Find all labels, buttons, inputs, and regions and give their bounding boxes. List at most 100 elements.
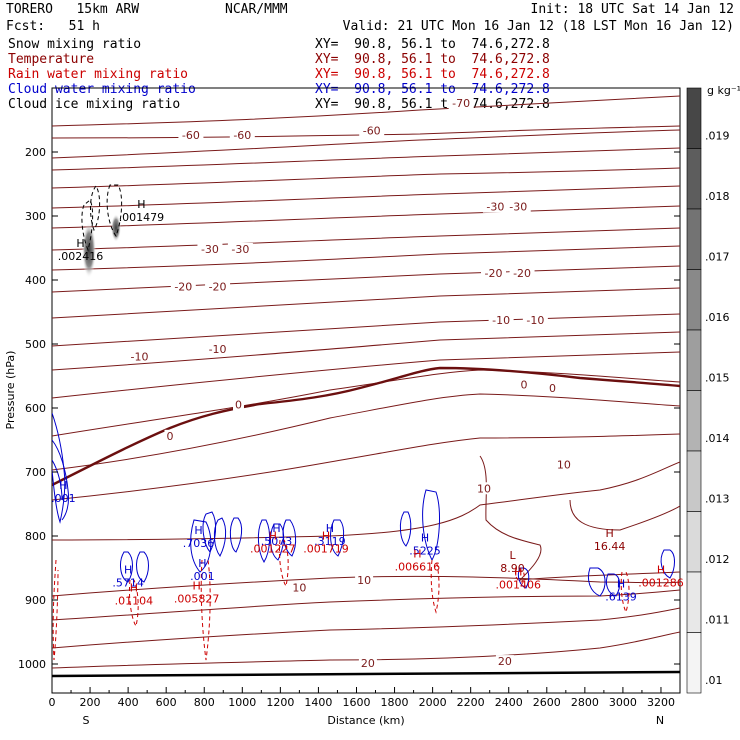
cloud-water-contours (52, 412, 675, 597)
temperature-label-bg (481, 267, 507, 280)
colorbar-tick-label: .013 (705, 492, 730, 505)
temperature-label-bg (358, 657, 377, 669)
isotherm (52, 331, 680, 371)
colorbar-tick-label: .014 (705, 432, 730, 445)
colorbar-swatch (686, 87, 702, 149)
isotherm (52, 147, 680, 171)
legend-name-cloud-ice: Cloud ice mixing ratio (8, 97, 181, 112)
x-tick-label: 2800 (571, 696, 599, 709)
temperature-label-bg (554, 458, 573, 471)
colorbar-swatch (686, 208, 702, 270)
cloud-water-contour (422, 489, 440, 562)
temperature-label: -30 (201, 243, 219, 256)
isotherm (52, 167, 680, 189)
y-tick-label: 900 (25, 594, 46, 607)
temperature-label: -30 (231, 243, 249, 256)
extremum-marker: H (605, 527, 613, 540)
extremum-value: .7036 (183, 537, 215, 550)
y-axis-label: Pressure (hPa) (4, 351, 17, 430)
temperature-label-bg (488, 313, 514, 326)
cloud-water-contour (399, 511, 412, 547)
legend-name-cloud-water: Cloud water mixing ratio (8, 82, 196, 97)
temperature-label-bg (546, 381, 558, 394)
y-tick-label: 700 (25, 466, 46, 479)
cloud-water-contour (136, 551, 149, 583)
colorbar-tick-label: .015 (705, 371, 730, 384)
cloud-water-contour (229, 517, 243, 553)
extremum-value: .001227 (250, 543, 296, 556)
temperature-label: 20 (498, 655, 512, 668)
x-tick-label: 2200 (457, 696, 485, 709)
extremum-value: .006616 (395, 561, 441, 574)
isotherm (479, 455, 680, 581)
isotherm (52, 313, 680, 347)
colorbar-tick-label: .016 (705, 311, 730, 324)
isotherm (569, 499, 680, 531)
temperature-label-bg (474, 482, 493, 495)
temperature-label: -10 (131, 350, 149, 363)
x-end-label-right: N (656, 714, 664, 727)
x-tick-label: 0 (49, 696, 56, 709)
plot-frame (51, 87, 681, 694)
temperature-label-bg (505, 200, 531, 213)
model-name: TORERO 15km ARW (6, 2, 140, 17)
extremum-value: 16.44 (594, 540, 626, 553)
colorbar-unit: g kg⁻¹ (707, 84, 740, 97)
temperature-label: 10 (477, 482, 491, 495)
extremum-value: .001286 (638, 577, 684, 590)
extremum-value: .5225 (409, 545, 441, 558)
extremum-value: .5073 (261, 535, 293, 548)
extremum-value: .001479 (119, 211, 165, 224)
isotherm (52, 185, 680, 209)
temperature-label: 10 (557, 459, 571, 472)
temperature-label: -70 (452, 97, 470, 110)
x-tick-label: 1600 (342, 696, 370, 709)
temperature-label: -10 (526, 314, 544, 327)
cloud-water-contour (282, 519, 297, 557)
x-tick-label: 3000 (609, 696, 637, 709)
init-time: Init: 18 UTC Sat 14 Jan 12 (530, 2, 735, 17)
extremum-value: .001 (51, 492, 76, 505)
isotherm (52, 433, 680, 501)
x-tick-label: 1000 (228, 696, 256, 709)
cloud-water-contour (257, 519, 271, 563)
colorbar-tick-label: .012 (705, 553, 730, 566)
cloud-water-contour (213, 517, 227, 557)
colorbar-swatch (686, 148, 702, 210)
temperature-label-bg (495, 655, 514, 668)
temperature-labels: -70 -60 -60 -60 -30 -30 -30 -30 -20 -20 -20 -20 -10 -… (127, 97, 573, 670)
cloud-water-contour (52, 459, 63, 501)
extremum-marker: H (326, 522, 334, 535)
temperature-label: -10 (492, 314, 510, 327)
colorbar-swatch (686, 632, 702, 694)
legend-xy-rain: XY= 90.8, 56.1 to 74.6,272.8 (315, 67, 550, 82)
temperature-label-bg (170, 280, 196, 293)
cloud-water-contour (270, 523, 285, 561)
x-tick-label: 2400 (495, 696, 523, 709)
cloud-water-contour (330, 519, 345, 557)
legend-name-snow: Snow mixing ratio (8, 37, 142, 52)
colorbar-tick-label: .019 (705, 129, 730, 142)
temperature-label: 10 (357, 574, 371, 587)
extremum-value: .5714 (112, 577, 144, 590)
temperature-label-bg (482, 200, 508, 213)
temperature-label-bg (164, 429, 176, 442)
rain-water-contour (279, 539, 289, 588)
extremum-marker: H (617, 578, 625, 591)
cloud-water-contour (52, 412, 66, 524)
extremum-marker: H (413, 548, 421, 561)
extremum-value: .001406 (495, 579, 541, 592)
freezing-level-isotherm (52, 366, 680, 487)
y-tick-label: 300 (25, 210, 46, 223)
x-tick-label: 800 (194, 696, 215, 709)
temperature-label-bg (205, 342, 231, 355)
snow-blob (111, 214, 121, 242)
x-axis-label: Distance (km) (327, 714, 404, 727)
isotherm (52, 227, 680, 251)
cloud-water-contour (52, 439, 69, 521)
legend-xy-cloud-water: XY= 90.8, 56.1 to 74.6,272.8 (315, 82, 550, 97)
isotherm (52, 575, 680, 597)
extremum-value: .001 (190, 570, 215, 583)
temperature-label: -10 (209, 343, 227, 356)
extremum-marker: H (322, 530, 330, 543)
